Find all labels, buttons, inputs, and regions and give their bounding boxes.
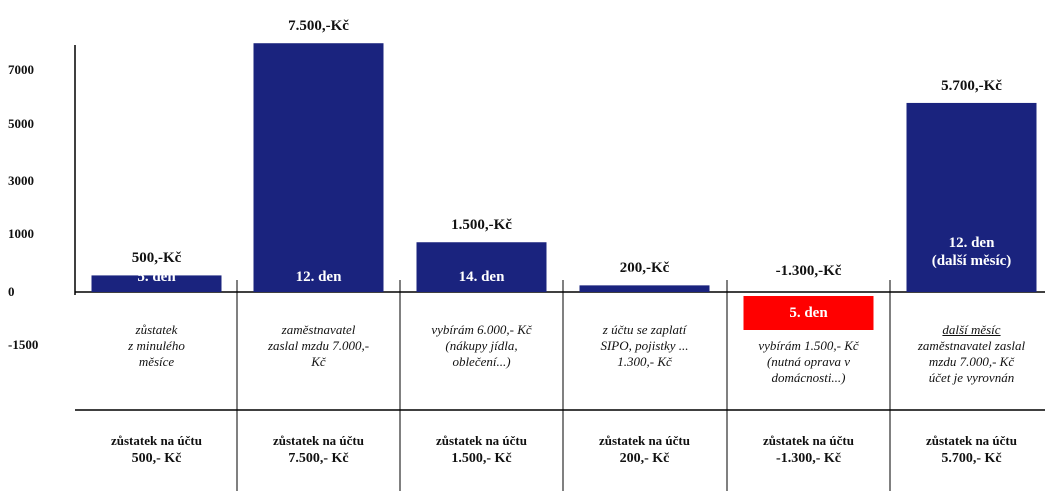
- bar-day-label: 5. den: [137, 269, 176, 285]
- balance-label: zůstatek na účtu: [598, 433, 690, 448]
- value-label: 500,-Kč: [131, 250, 182, 267]
- description-line: zaměstnavatel zaslal: [917, 338, 1026, 353]
- balance-cell: zůstatek na účtu 7.500,- Kč: [237, 432, 400, 468]
- bar-description: zaměstnavatel zaslal mzdu 7.000,- Kč: [237, 322, 400, 370]
- description-line: zaměstnavatel: [281, 322, 356, 337]
- description-line: zůstatek: [135, 322, 178, 337]
- y-tick-label: 1000: [8, 226, 34, 241]
- bar-day-label-line: (další měsíc): [931, 253, 1012, 269]
- description-line: 1.300,- Kč: [617, 354, 672, 369]
- value-label: 1.500,-Kč: [451, 217, 512, 234]
- y-tick-label: -1500: [8, 337, 39, 352]
- bar-description: vybírám 6.000,- Kč (nákupy jídla, oblečení…: [400, 322, 563, 370]
- balance-amount: 1.500,- Kč: [451, 451, 512, 466]
- bar-day-label: 15. den: [621, 269, 668, 285]
- description-line: Kč: [311, 354, 326, 369]
- value-label: 5.700,-Kč: [941, 77, 1002, 94]
- bar-description: další měsíc zaměstnavatel zaslal mzdu 7.00…: [890, 322, 1047, 386]
- bar-6: [906, 102, 1037, 292]
- balance-amount: 500,- Kč: [131, 451, 182, 466]
- balance-cell: zůstatek na účtu -1.300,- Kč: [727, 432, 890, 468]
- bar-day-label: 14. den: [458, 269, 505, 285]
- balance-label: zůstatek na účtu: [762, 433, 854, 448]
- balance-cell: zůstatek na účtu 1.500,- Kč: [400, 432, 563, 468]
- bar-description: z účtu se zaplatí SIPO, pojistky ... 1.300…: [563, 322, 726, 370]
- y-tick-label: 0: [8, 284, 15, 299]
- balance-amount: -1.300,- Kč: [776, 451, 841, 466]
- balance-label: zůstatek na účtu: [272, 433, 364, 448]
- balance-amount: 5.700,- Kč: [941, 451, 1002, 466]
- balance-label: zůstatek na účtu: [435, 433, 527, 448]
- bar-day-label: 5. den: [789, 305, 828, 321]
- balance-label: zůstatek na účtu: [925, 433, 1017, 448]
- bar-day-label: 12. den (další měsíc): [907, 234, 1037, 270]
- bar-day-label: 12. den: [295, 269, 342, 285]
- balance-cell: zůstatek na účtu 5.700,- Kč: [890, 432, 1047, 468]
- bar-5: [743, 296, 874, 330]
- description-underlined: další měsíc: [942, 322, 1001, 337]
- value-label: 7.500,-Kč: [288, 18, 349, 35]
- bar-4: [579, 285, 710, 292]
- bar-3: [416, 242, 547, 292]
- y-tick-label: 7000: [8, 62, 34, 77]
- value-label: -1.300,-Kč: [775, 263, 842, 279]
- description-line: mzdu 7.000,- Kč: [928, 354, 1015, 369]
- balance-label: zůstatek na účtu: [110, 433, 202, 448]
- description-line: domácnosti...): [771, 370, 846, 385]
- value-label: 200,-Kč: [619, 260, 670, 277]
- bar-description: zůstatek z minulého měsíce: [75, 322, 238, 370]
- bar-description: vybírám 1.500,- Kč (nutná oprava v domácno…: [727, 338, 890, 386]
- description-line: oblečení...): [452, 354, 511, 369]
- balance-amount: 200,- Kč: [619, 451, 670, 466]
- bar-day-label-line: 12. den: [948, 235, 995, 251]
- description-line: (nákupy jídla,: [445, 338, 518, 353]
- y-tick-label: 5000: [8, 116, 34, 131]
- balance-cell: zůstatek na účtu 200,- Kč: [563, 432, 726, 468]
- description-line: (nutná oprava v: [766, 354, 851, 369]
- bar-1: [91, 275, 222, 292]
- bar-2: [253, 43, 384, 292]
- description-line: z účtu se zaplatí: [602, 322, 687, 337]
- balance-amount: 7.500,- Kč: [288, 451, 349, 466]
- description-line: SIPO, pojistky ...: [600, 338, 689, 353]
- description-line: účet je vyrovnán: [928, 370, 1015, 385]
- y-tick-label: 3000: [8, 173, 34, 188]
- description-line: vybírám 6.000,- Kč: [431, 322, 532, 337]
- description-line: vybírám 1.500,- Kč: [758, 338, 859, 353]
- description-line: měsíce: [138, 354, 175, 369]
- description-line: z minulého: [128, 338, 185, 353]
- description-line: zaslal mzdu 7.000,-: [267, 338, 370, 353]
- balance-cell: zůstatek na účtu 500,- Kč: [75, 432, 238, 468]
